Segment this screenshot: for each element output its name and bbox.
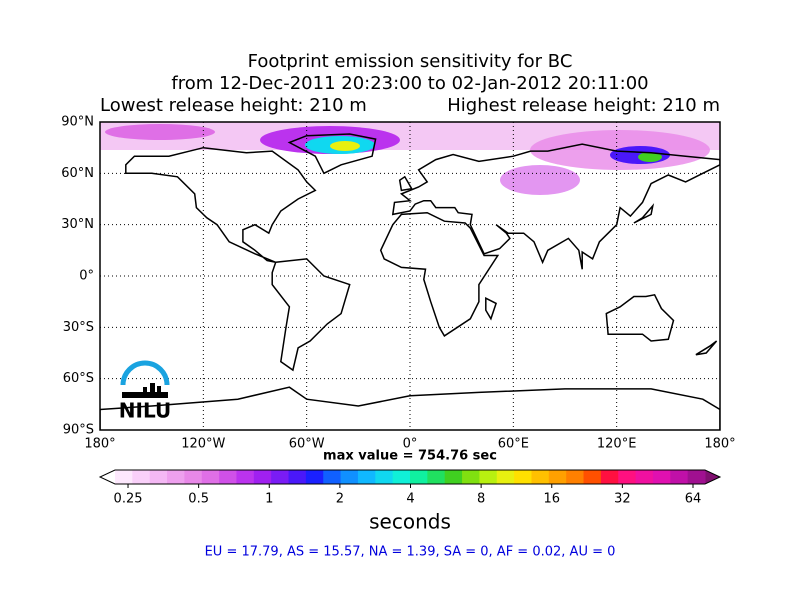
lon-tick-label: 180° xyxy=(704,437,735,452)
colorbar-segment xyxy=(548,470,567,484)
colorbar-segment xyxy=(618,470,637,484)
logo-text: NILU xyxy=(119,399,171,423)
coastline xyxy=(391,143,720,270)
lat-tick-label: 90°S xyxy=(63,423,94,438)
coastline xyxy=(633,203,655,224)
colorbar-segment xyxy=(600,470,619,484)
lon-tick-label: 0° xyxy=(403,437,418,452)
colorbar-segment xyxy=(479,470,498,484)
lat-tick-label: 30°S xyxy=(63,320,94,335)
colorbar-tick-label: 2 xyxy=(336,492,344,507)
region-summary: EU = 17.79, AS = 15.57, NA = 1.39, SA = … xyxy=(205,545,616,560)
coastlines xyxy=(100,133,720,430)
colorbar-segment xyxy=(219,470,237,484)
lat-tick-label: 30°N xyxy=(61,217,94,232)
colorbar-segment xyxy=(149,470,168,484)
lat-tick-label: 60°S xyxy=(63,371,94,386)
lon-tick-label: 60°W xyxy=(289,437,325,452)
colorbar-segment xyxy=(496,470,515,484)
lat-tick-label: 0° xyxy=(79,269,94,284)
colorbar-segment xyxy=(635,470,654,484)
colorbar-segment xyxy=(392,470,411,484)
colorbar-segment xyxy=(115,470,133,484)
colorbar-label: seconds xyxy=(369,510,451,534)
colorbar-segment xyxy=(253,470,272,484)
logo xyxy=(120,360,170,398)
colorbar-tick-label: 32 xyxy=(614,492,631,507)
colorbar-tick-label: 4 xyxy=(406,492,414,507)
colorbar-segment xyxy=(652,470,671,484)
colorbar-segment xyxy=(323,470,342,484)
coastline xyxy=(485,296,498,321)
lon-tick-label: 60°E xyxy=(498,437,529,452)
colorbar-extend xyxy=(705,470,720,484)
colorbar-segment xyxy=(201,470,220,484)
colorbar-segment xyxy=(427,470,446,484)
title: Footprint emission sensitivity for BC xyxy=(248,51,573,72)
coastline xyxy=(605,293,675,342)
colorbar-tick-label: 8 xyxy=(477,492,485,507)
title: from 12-Dec-2011 20:23:00 to 02-Jan-2012… xyxy=(171,73,648,94)
coastline xyxy=(271,258,351,372)
colorbar-segment xyxy=(531,470,550,484)
coastline xyxy=(100,386,720,430)
colorbar-segment xyxy=(132,470,151,484)
colorbar-tick-label: 0.25 xyxy=(114,492,143,507)
lon-tick-label: 180° xyxy=(84,437,115,452)
colorbar-tick-label: 1 xyxy=(265,492,273,507)
lon-tick-label: 120°W xyxy=(181,437,225,452)
colorbar-segment xyxy=(375,470,394,484)
colorbar-segment xyxy=(670,470,689,484)
colorbar-segment xyxy=(236,470,255,484)
colorbar-segment xyxy=(687,470,706,484)
lat-tick-label: 60°N xyxy=(61,166,94,181)
coastline xyxy=(695,340,718,356)
colorbar-segment xyxy=(271,470,290,484)
map-frame xyxy=(99,121,721,431)
lat-tick-label: 90°N xyxy=(61,115,94,130)
colorbar-segment xyxy=(357,470,376,484)
coastline xyxy=(379,211,500,337)
colorbar-segment xyxy=(514,470,532,484)
colorbar xyxy=(98,469,722,488)
colorbar-segment xyxy=(184,470,203,484)
colorbar-segment xyxy=(462,470,480,484)
lon-tick-label: 120°E xyxy=(597,437,637,452)
colorbar-segment xyxy=(583,470,602,484)
colorbar-extend xyxy=(100,470,115,484)
subtitle: Lowest release height: 210 m xyxy=(100,95,367,116)
max-value: max value = 754.76 sec xyxy=(323,449,497,464)
colorbar-segment xyxy=(566,470,585,484)
colorbar-segment xyxy=(410,470,428,484)
colorbar-tick-label: 0.5 xyxy=(188,492,209,507)
colorbar-segment xyxy=(305,470,324,484)
colorbar-segment xyxy=(288,470,307,484)
colorbar-segment xyxy=(340,470,359,484)
coastline xyxy=(125,146,317,264)
colorbar-segment xyxy=(167,470,185,484)
colorbar-segment xyxy=(444,470,463,484)
colorbar-tick-label: 64 xyxy=(685,492,702,507)
colorbar-outline xyxy=(98,469,722,485)
coastline xyxy=(287,133,377,175)
subtitle: Highest release height: 210 m xyxy=(447,95,720,116)
coastline xyxy=(398,175,413,192)
colorbar-tick-label: 16 xyxy=(543,492,560,507)
